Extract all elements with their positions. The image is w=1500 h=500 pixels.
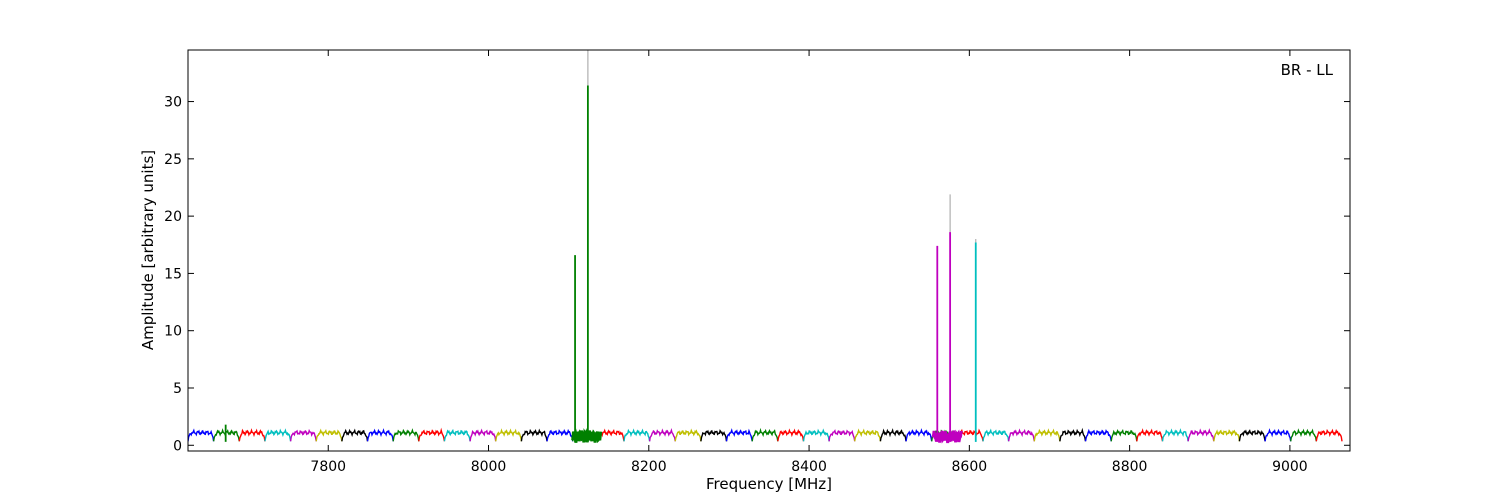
- channel-segment: [879, 428, 907, 442]
- channel-segment: [777, 428, 805, 442]
- channel-segment: [1161, 428, 1189, 442]
- y-tick-label: 10: [164, 324, 182, 340]
- channel-segment: [751, 427, 779, 442]
- channel-segment: [1238, 429, 1266, 442]
- x-tick-label: 9000: [1272, 459, 1308, 475]
- y-tick-label: 20: [164, 209, 182, 225]
- x-axis-label: Frequency [MHz]: [706, 475, 832, 493]
- channel-segment: [418, 427, 446, 442]
- channel-segment: [1264, 428, 1292, 442]
- y-axis-label: Amplitude [arbitrary units]: [139, 150, 157, 350]
- channel-segment: [495, 428, 523, 442]
- channel-segment: [1136, 428, 1164, 442]
- y-axis: 0 5 10 15 20 25 30: [164, 95, 1350, 454]
- x-tick-label: 8600: [952, 459, 988, 475]
- channel-segment: [905, 428, 933, 442]
- channel-segment: [1007, 428, 1035, 442]
- y-tick-label: 0: [173, 438, 182, 454]
- channel-segment: [1033, 428, 1061, 442]
- channel-segment: [982, 428, 1010, 442]
- x-tick-label: 8200: [631, 459, 667, 475]
- y-tick-label: 25: [164, 152, 182, 168]
- channel-segment: [802, 428, 830, 442]
- channel-segment: [700, 429, 728, 442]
- channel-segment: [392, 428, 420, 442]
- y-tick-label: 15: [164, 266, 182, 282]
- x-tick-label: 8000: [471, 459, 507, 475]
- channel-segment: [725, 428, 753, 442]
- channel-segment: [546, 428, 574, 442]
- noise-band: [571, 427, 603, 444]
- x-tick-label: 7800: [310, 459, 346, 475]
- channel-segment: [341, 428, 369, 442]
- channel-segment: [1315, 428, 1343, 442]
- channel-segment: [443, 428, 471, 442]
- channel-segment: [289, 428, 317, 442]
- x-tick-label: 8800: [1112, 459, 1148, 475]
- x-axis: 7800 8000 8200 8400 8600 8800 9000: [310, 50, 1308, 475]
- channel-segment: [623, 428, 651, 442]
- channel-segment: [315, 428, 343, 442]
- channel-segment: [1059, 427, 1087, 442]
- channel-segment: [469, 428, 497, 442]
- channel-segment: [264, 428, 292, 442]
- channel-segment: [1187, 428, 1215, 442]
- channel-segment: [674, 428, 702, 442]
- channel-segment: [1290, 428, 1317, 442]
- channel-segment: [597, 428, 625, 442]
- channel-segment: [1213, 429, 1241, 442]
- channel-segment: [188, 428, 215, 442]
- channel-segment: [648, 428, 676, 442]
- x-tick-label: 8400: [791, 459, 827, 475]
- plot-area: [188, 50, 1343, 444]
- channel-segment: [366, 428, 394, 442]
- channel-segment: [238, 428, 266, 442]
- channel-segment: [854, 428, 882, 442]
- channel-segment: [1110, 428, 1138, 442]
- plot-frame: [187, 49, 1351, 452]
- channel-segment: [1084, 428, 1112, 442]
- y-tick-label: 5: [173, 381, 182, 397]
- channel-segment: [828, 429, 856, 442]
- channel-segment: [520, 428, 548, 442]
- baseline-annotation: BR - LL: [1281, 61, 1334, 79]
- channel-segment: [956, 428, 984, 442]
- y-tick-label: 30: [164, 95, 182, 111]
